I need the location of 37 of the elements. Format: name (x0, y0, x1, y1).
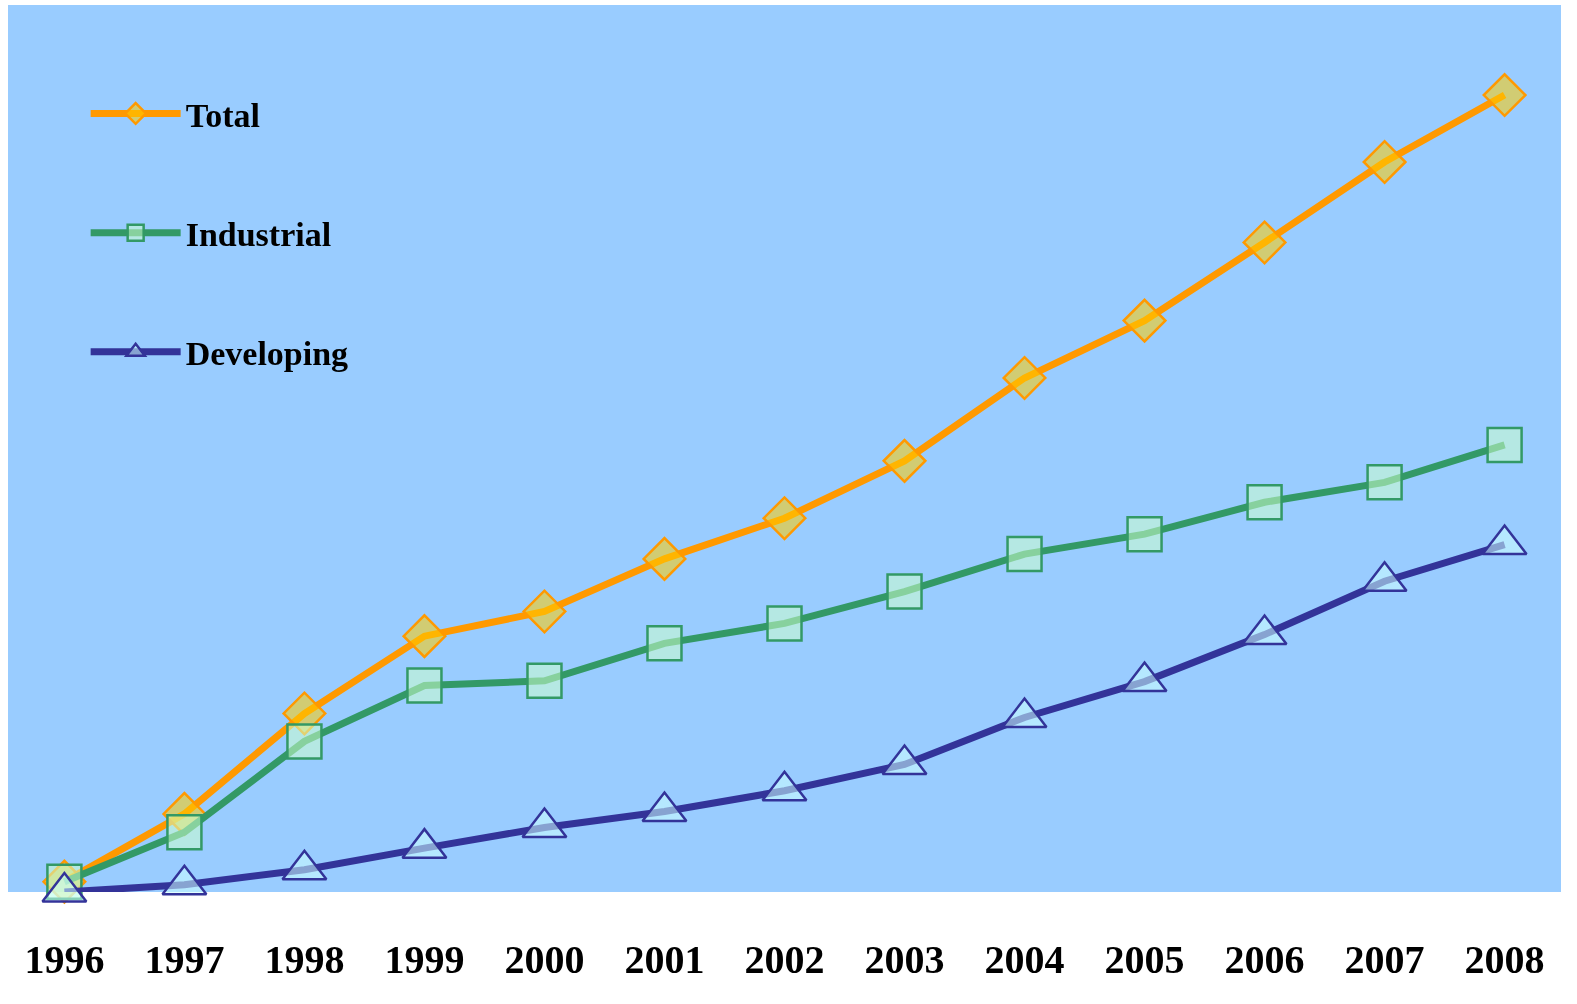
point (762, 496, 807, 541)
point (1482, 73, 1527, 118)
point (522, 589, 567, 634)
x-tick-label: 2008 (1464, 937, 1545, 982)
x-tick-label: 1998 (264, 937, 345, 982)
x-tick-label: 2007 (1344, 937, 1425, 982)
point (886, 573, 923, 610)
point (642, 536, 687, 581)
point (882, 438, 927, 483)
x-tick-label: 1997 (144, 937, 225, 982)
point (526, 662, 563, 700)
x-tick-label: 1999 (384, 937, 465, 982)
point (1126, 515, 1163, 553)
point (286, 723, 323, 760)
point (1242, 220, 1287, 265)
point (1246, 484, 1283, 521)
x-tick-label: 2004 (984, 937, 1065, 982)
point (406, 667, 443, 704)
point (1366, 464, 1403, 501)
point (1362, 139, 1407, 185)
x-tick-label: 2005 (1104, 937, 1185, 982)
x-tick-label: 2001 (624, 937, 705, 982)
point (1122, 298, 1167, 343)
point (1006, 535, 1043, 573)
x-tick-label: 2000 (504, 937, 585, 982)
x-tick-label: 2006 (1224, 937, 1305, 982)
legend-label: Total (185, 96, 260, 134)
point (766, 605, 803, 642)
point (646, 625, 683, 662)
legend-label: Industrial (185, 215, 332, 253)
point (1002, 355, 1047, 401)
x-tick-label: 2003 (864, 937, 945, 982)
x-tick-label: 2002 (744, 937, 825, 982)
point (402, 614, 447, 659)
x-tick-label: 1996 (24, 937, 105, 982)
point (1486, 426, 1523, 464)
legend-label: Developing (185, 335, 349, 373)
